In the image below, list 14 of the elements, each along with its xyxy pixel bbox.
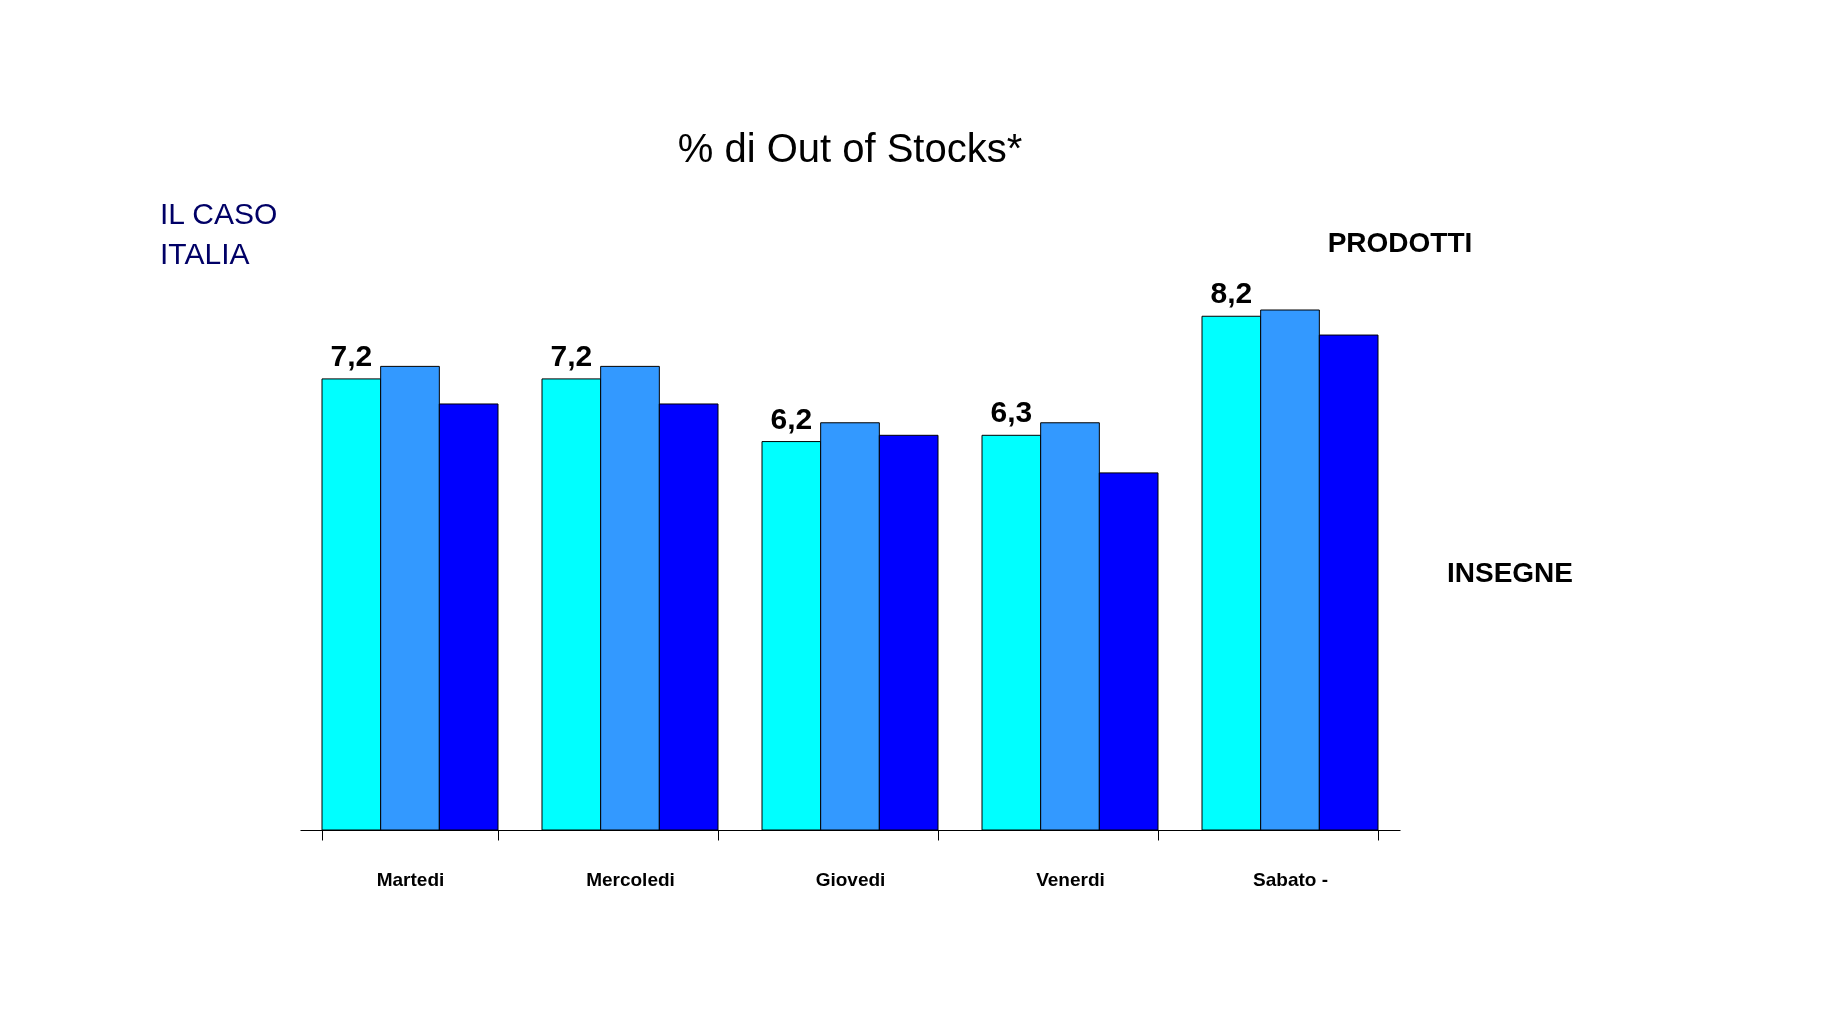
text: PRODOTTI	[1327, 227, 1473, 258]
data-label: 6,3	[990, 395, 1033, 429]
x-tick-label: Giovedi	[815, 868, 886, 890]
text: INSEGNE	[1446, 557, 1574, 588]
text: IL CASO ITALIA	[160, 197, 278, 270]
x-tick-label: Mercoledi	[586, 868, 675, 890]
data-label: 7,2	[550, 338, 593, 372]
data-label: 8,2	[1210, 276, 1253, 310]
x-tick-label: Martedi	[376, 868, 445, 890]
chart-title: % di Out of Stocks*	[677, 126, 1023, 170]
data-label: 7,2	[330, 338, 373, 372]
x-tick-label: Sabato -	[1253, 868, 1328, 890]
x-tick-label: Venerdi	[1036, 868, 1105, 890]
data-label: 6,2	[770, 401, 813, 435]
